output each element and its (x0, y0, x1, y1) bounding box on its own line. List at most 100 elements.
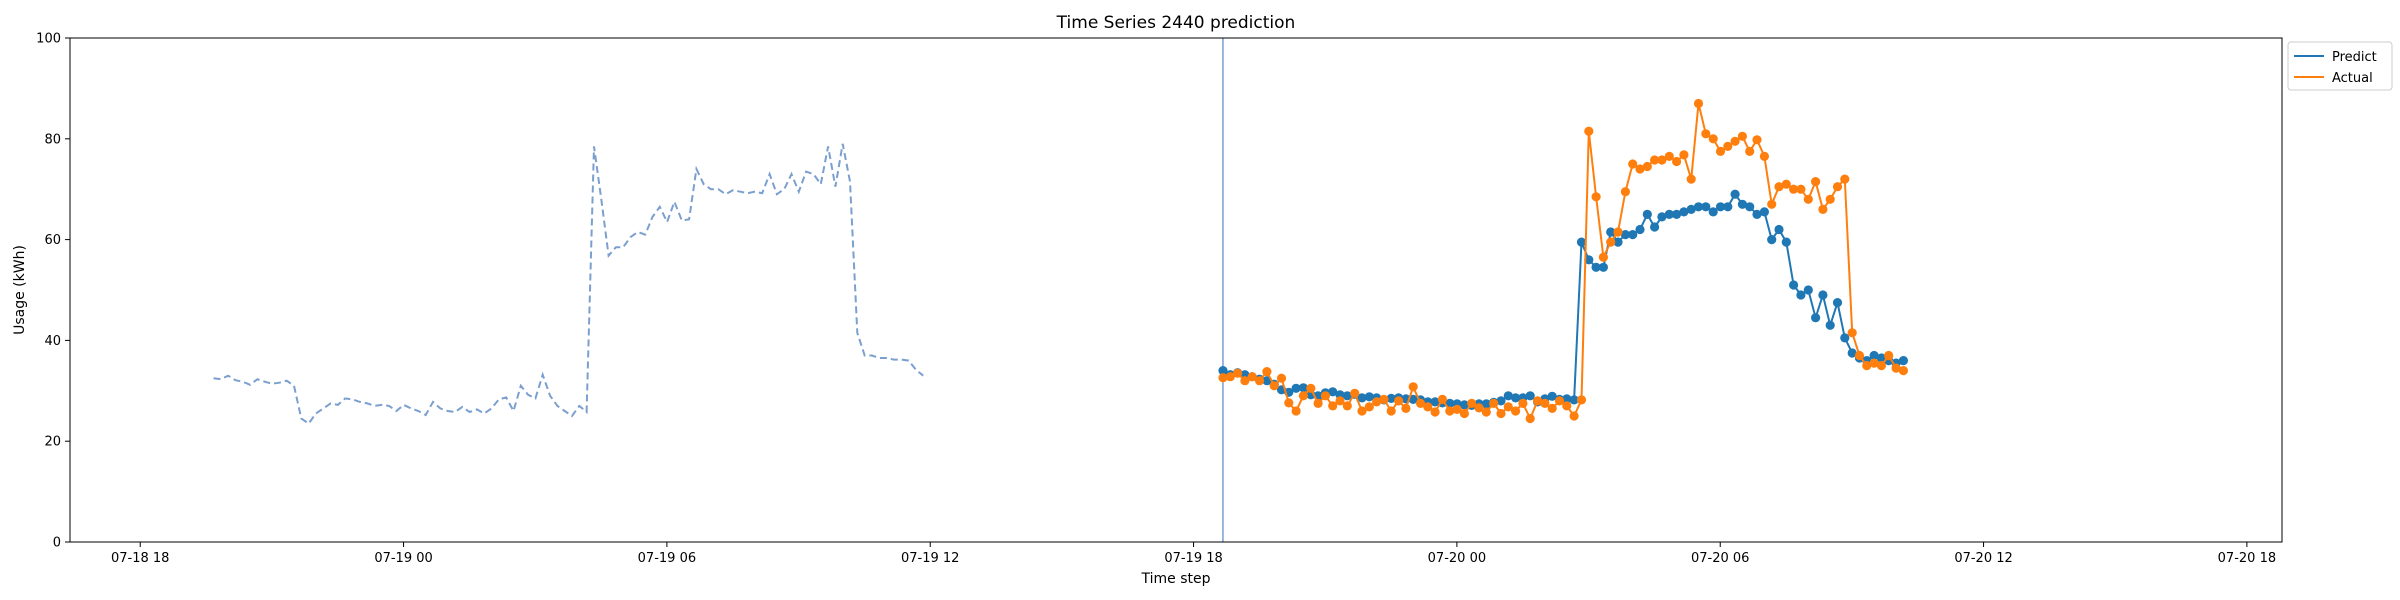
actual-point (1803, 194, 1813, 204)
actual-point (1657, 155, 1667, 165)
predict-point (1759, 207, 1769, 217)
actual-point (1759, 151, 1769, 161)
actual-point (1430, 407, 1440, 417)
actual-point (1489, 398, 1499, 408)
actual-point (1693, 98, 1704, 109)
actual-point (1620, 187, 1630, 197)
actual-point (1811, 177, 1821, 187)
actual-point (1357, 406, 1367, 416)
y-tick-label: 40 (44, 334, 61, 349)
predict-point (1701, 202, 1711, 212)
actual-point (1891, 363, 1901, 373)
actual-point (1554, 396, 1565, 406)
predict-point (1547, 391, 1557, 401)
actual-point (1423, 402, 1433, 412)
predict-point (1628, 230, 1638, 240)
predict-point (1562, 394, 1572, 404)
actual-point (1781, 179, 1791, 189)
predict-point (1876, 353, 1886, 363)
actual-point (1467, 398, 1477, 408)
x-tick-label: 07-18 18 (111, 551, 169, 566)
actual-point (1730, 136, 1740, 146)
x-tick-label: 07-19 00 (374, 551, 432, 566)
x-tick-label: 07-20 18 (2218, 551, 2276, 566)
x-tick-label: 07-19 06 (638, 551, 696, 566)
actual-point (1591, 192, 1601, 202)
predict-point (1723, 202, 1733, 212)
predict-point (1796, 290, 1806, 300)
actual-point (1854, 350, 1865, 361)
actual-point (1511, 406, 1521, 416)
actual-point (1628, 159, 1638, 169)
y-tick-label: 20 (44, 435, 61, 450)
actual-point (1225, 372, 1235, 382)
actual-point (1350, 388, 1360, 398)
legend-label-actual: Actual (2332, 71, 2373, 86)
predict-point (1503, 391, 1513, 401)
actual-point (1364, 402, 1374, 412)
actual-point (1767, 199, 1777, 209)
predict-point (1606, 227, 1616, 237)
y-axis: 0 20 40 60 80 100 (36, 32, 70, 551)
predict-point (1430, 397, 1440, 407)
predict-point (1386, 393, 1396, 403)
actual-point (1847, 328, 1857, 338)
predict-point (1262, 376, 1272, 386)
actual-point (1372, 397, 1382, 407)
actual-point (1723, 141, 1733, 151)
actual-point (1328, 401, 1338, 411)
predict-point (1218, 366, 1228, 376)
predict-point (1767, 235, 1777, 245)
predict-point (1825, 320, 1835, 330)
legend-label-predict: Predict (2332, 50, 2377, 65)
actual-point (1335, 396, 1345, 406)
actual-point (1525, 413, 1535, 424)
actual-point (1562, 401, 1572, 411)
predict-point (1598, 262, 1608, 272)
actual-point (1320, 391, 1330, 401)
actual-point (1862, 361, 1872, 371)
actual-point (1533, 396, 1543, 406)
x-axis-title: Time step (1141, 571, 1211, 587)
predict-point (1847, 348, 1857, 358)
actual-point (1386, 406, 1396, 416)
actual-point (1679, 150, 1689, 160)
actual-point (1240, 376, 1250, 386)
predict-point (1803, 285, 1813, 295)
actual-point (1298, 391, 1308, 401)
predict-point (1642, 209, 1652, 219)
predict-point (1869, 350, 1879, 361)
actual-point (1262, 367, 1272, 377)
actual-point (1247, 372, 1257, 382)
actual-point (1306, 383, 1316, 393)
predict-point (1789, 280, 1799, 290)
actual-point (1752, 135, 1762, 145)
predict-point (1832, 298, 1843, 308)
actual-point (1408, 382, 1418, 392)
actual-point (1401, 403, 1411, 413)
history-line (213, 143, 924, 425)
y-tick-label: 60 (44, 233, 61, 248)
actual-point (1869, 358, 1879, 368)
predict-point (1657, 212, 1667, 222)
actual-point (1796, 184, 1806, 194)
predict-point (1459, 400, 1469, 410)
predict-point (1569, 395, 1579, 405)
predict-point (1693, 202, 1704, 212)
actual-point (1701, 129, 1711, 139)
actual-point (1540, 398, 1550, 408)
predict-point (1620, 230, 1630, 240)
predict-point (1584, 255, 1594, 265)
series-actual (1218, 98, 1908, 424)
actual-point (1394, 396, 1404, 406)
actual-point (1613, 227, 1623, 237)
y-axis-title: Usage (kWh) (12, 245, 28, 335)
predict-point (1811, 313, 1821, 323)
x-tick-label: 07-20 00 (1428, 551, 1486, 566)
actual-point (1825, 194, 1835, 204)
actual-point (1715, 146, 1726, 156)
actual-point (1269, 381, 1279, 391)
predict-point (1774, 224, 1784, 235)
predict-point (1737, 199, 1747, 209)
predict-point (1525, 391, 1535, 401)
